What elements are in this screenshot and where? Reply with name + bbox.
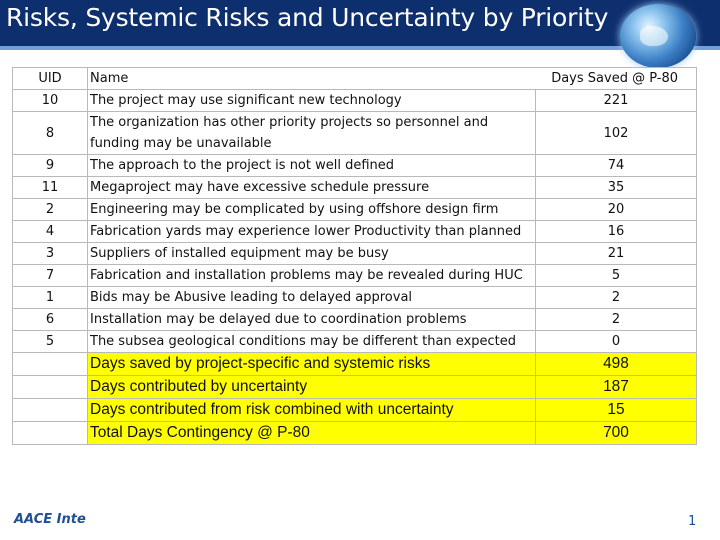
aace-logo: AACE Inte: [14, 512, 86, 527]
globe-land-shape: [640, 26, 668, 46]
row-name: Suppliers of installed equipment may be …: [88, 243, 536, 265]
row-name: The subsea geological conditions may be …: [88, 331, 536, 353]
column-header-days: Days Saved @ P-80: [551, 68, 696, 89]
row-name: The organization has other priority proj…: [88, 112, 536, 155]
summary-row: Days contributed by uncertainty 187: [13, 376, 697, 399]
summary-label: Days saved by project-specific and syste…: [88, 353, 536, 376]
row-days: 221: [536, 90, 697, 112]
summary-row: Days saved by project-specific and syste…: [13, 353, 697, 376]
table-row: 8 The organization has other priority pro…: [13, 112, 697, 155]
row-days: 20: [536, 199, 697, 221]
summary-row: Days contributed from risk combined with…: [13, 399, 697, 422]
row-name: The project may use significant new tech…: [88, 90, 536, 112]
table-row: 2 Engineering may be complicated by using…: [13, 199, 697, 221]
row-uid: 9: [13, 155, 88, 177]
row-uid: 7: [13, 265, 88, 287]
table-row: 11 Megaproject may have excessive schedul…: [13, 177, 697, 199]
slide-title: Risks, Systemic Risks and Uncertainty by…: [6, 3, 608, 32]
row-days: 21: [536, 243, 697, 265]
table-row: 9 The approach to the project is not well…: [13, 155, 697, 177]
summary-value: 187: [536, 376, 697, 399]
row-days: 2: [536, 309, 697, 331]
row-days: 2: [536, 287, 697, 309]
summary-blank: [13, 399, 88, 422]
summary-blank: [13, 376, 88, 399]
row-name: Fabrication yards may experience lower P…: [88, 221, 536, 243]
row-uid: 10: [13, 90, 88, 112]
row-uid: 2: [13, 199, 88, 221]
page-number: 1: [688, 514, 696, 529]
row-name: The approach to the project is not well …: [88, 155, 536, 177]
table-row: 10 The project may use significant new te…: [13, 90, 697, 112]
row-uid: 5: [13, 331, 88, 353]
column-header-group: Name Days Saved @ P-80: [88, 68, 697, 90]
table-row: 5 The subsea geological conditions may be…: [13, 331, 697, 353]
row-days: 5: [536, 265, 697, 287]
table-row: 7 Fabrication and installation problems m…: [13, 265, 697, 287]
table-row: 1 Bids may be Abusive leading to delayed …: [13, 287, 697, 309]
row-uid: 6: [13, 309, 88, 331]
table-header-row: UID Name Days Saved @ P-80: [13, 68, 697, 90]
table-row: 4 Fabrication yards may experience lower …: [13, 221, 697, 243]
row-uid: 11: [13, 177, 88, 199]
summary-row: Total Days Contingency @ P-80 700: [13, 422, 697, 445]
row-name: Fabrication and installation problems ma…: [88, 265, 536, 287]
summary-value: 15: [536, 399, 697, 422]
column-header-name: Name: [88, 68, 128, 89]
row-uid: 8: [13, 112, 88, 155]
table-row: 6 Installation may be delayed due to coor…: [13, 309, 697, 331]
row-days: 16: [536, 221, 697, 243]
summary-blank: [13, 353, 88, 376]
summary-label: Total Days Contingency @ P-80: [88, 422, 536, 445]
row-name: Engineering may be complicated by using …: [88, 199, 536, 221]
risk-table: UID Name Days Saved @ P-80 10 The project…: [12, 67, 697, 445]
row-uid: 4: [13, 221, 88, 243]
row-days: 102: [536, 112, 697, 155]
row-days: 35: [536, 177, 697, 199]
row-days: 0: [536, 331, 697, 353]
title-bar-stripe: [0, 46, 720, 50]
row-name: Installation may be delayed due to coord…: [88, 309, 536, 331]
row-uid: 1: [13, 287, 88, 309]
column-header-uid: UID: [13, 68, 88, 90]
row-name: Bids may be Abusive leading to delayed a…: [88, 287, 536, 309]
summary-label: Days contributed by uncertainty: [88, 376, 536, 399]
row-days: 74: [536, 155, 697, 177]
row-name: Megaproject may have excessive schedule …: [88, 177, 536, 199]
summary-value: 498: [536, 353, 697, 376]
row-uid: 3: [13, 243, 88, 265]
summary-value: 700: [536, 422, 697, 445]
summary-blank: [13, 422, 88, 445]
table-row: 3 Suppliers of installed equipment may be…: [13, 243, 697, 265]
summary-label: Days contributed from risk combined with…: [88, 399, 536, 422]
